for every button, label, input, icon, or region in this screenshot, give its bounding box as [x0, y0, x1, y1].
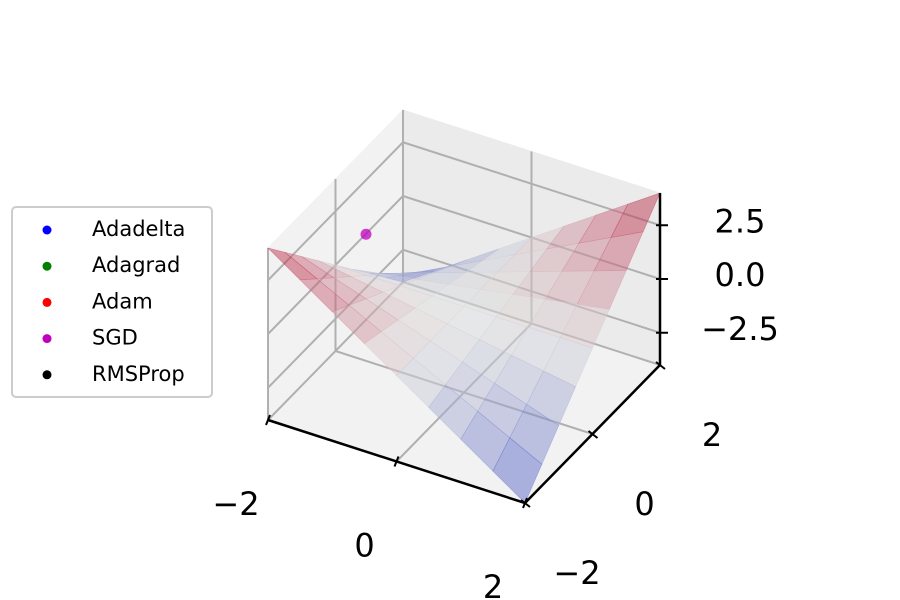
legend-box — [11, 206, 213, 398]
legend-marker — [42, 297, 52, 307]
y-tick-label: 2 — [702, 416, 722, 454]
legend-marker — [42, 261, 52, 271]
z-tick-label: −2.5 — [701, 310, 779, 348]
x-tick-label: 2 — [483, 568, 503, 600]
x-tick — [393, 456, 400, 467]
z-tick-label: 0.0 — [715, 256, 766, 294]
y-tick — [655, 361, 666, 370]
grid-line — [267, 249, 404, 389]
points — [360, 228, 372, 240]
legend-label: SGD — [92, 326, 138, 350]
x-tick-label: −2 — [212, 485, 259, 523]
surface-patch — [492, 437, 543, 504]
optimizer-point — [360, 228, 372, 240]
x-tick — [265, 414, 271, 426]
y-tick-label: −2 — [553, 554, 600, 592]
legend-label: Adam — [92, 289, 153, 313]
z-tick-label: 2.5 — [715, 202, 766, 240]
surface — [267, 192, 661, 504]
legend-label: Adadelta — [92, 217, 185, 241]
y-tick — [520, 499, 531, 508]
legend-marker — [42, 225, 52, 235]
legend-marker — [42, 334, 52, 344]
x-tick-label: 0 — [354, 527, 374, 565]
legend-marker — [42, 370, 52, 380]
y-tick — [587, 430, 599, 439]
axes: −2 0 2 −2 0 2 −2.5 0.0 2.5 — [212, 193, 779, 600]
y-tick-label: 0 — [634, 485, 654, 523]
legend-label: RMSProp — [92, 362, 185, 386]
legend-label: Adagrad — [92, 253, 180, 277]
legend: Adadelta Adagrad Adam SGD RMSProp — [11, 206, 213, 398]
